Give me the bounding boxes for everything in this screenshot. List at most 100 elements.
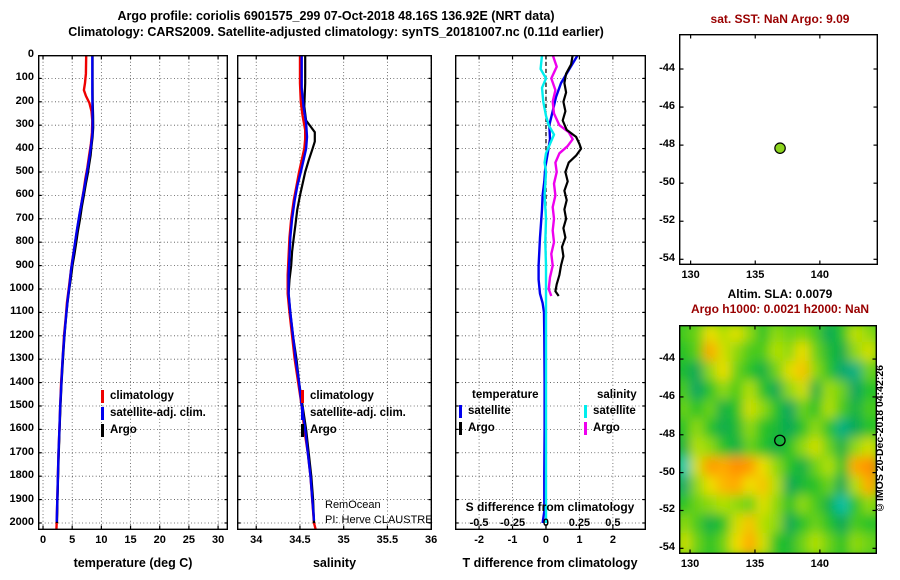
satellite-adj-clim-line-swatch xyxy=(101,406,104,420)
argo-location-marker xyxy=(774,142,786,154)
location-map-lon-tick-label: 130 xyxy=(681,269,700,281)
s-difference-legend: salinity satellite Argo xyxy=(584,389,637,435)
s-difference-axis-label: S difference from climatology xyxy=(465,500,635,514)
argo-line-swatch xyxy=(301,423,304,437)
legend-entry-climatology: climatology xyxy=(101,389,206,403)
sla-map-lat-tick-label: -50 xyxy=(659,465,675,478)
location-map-lat-tick-label: -50 xyxy=(659,176,675,189)
s-satellite-line-swatch xyxy=(584,404,587,418)
temperature_profile-series-satellite-adj-clim- xyxy=(55,55,94,522)
depth-tick-label: 1200 xyxy=(9,328,34,341)
legend-label: satellite-adj. clim. xyxy=(310,407,406,419)
depth-tick-label: 0 xyxy=(27,48,34,60)
sla-map-lon-tick-label: 130 xyxy=(680,558,700,570)
difference_profile-series-S-Argo xyxy=(547,55,574,297)
depth-tick-label: 1300 xyxy=(9,352,34,365)
depth-tick-label: 1400 xyxy=(9,375,34,388)
legend-entry-argo: Argo xyxy=(459,421,538,435)
legend-label: satellite xyxy=(468,405,511,417)
depth-tick-label: 900 xyxy=(15,258,34,271)
location-map-lon-tick-label: 140 xyxy=(810,269,830,281)
temperature_profile-xtick-label: 5 xyxy=(69,534,76,546)
temperature-legend: climatology satellite-adj. clim. Argo xyxy=(101,389,206,437)
location-map-lat-tick-label: -48 xyxy=(659,138,675,151)
difference_profile-xtick-label: -1 xyxy=(507,534,518,546)
depth-tick-label: 100 xyxy=(15,71,34,84)
legend-heading-salinity: salinity xyxy=(597,389,637,401)
t-difference-legend: temperature satellite Argo xyxy=(459,389,538,435)
sla-map-lat-tick-label: -44 xyxy=(659,352,675,365)
legend-entry-satellite: satellite xyxy=(459,404,538,418)
salinity_profile-plot xyxy=(237,55,432,530)
figure-title: Argo profile: coriolis 6901575_299 07-Oc… xyxy=(117,9,555,23)
legend-label: Argo xyxy=(310,424,337,436)
salinity_profile-xtick-label: 35.5 xyxy=(376,534,399,546)
s-argo-line-swatch xyxy=(584,421,587,435)
depth-tick-label: 500 xyxy=(15,164,34,177)
s-difference-tick-label: 0 xyxy=(542,517,550,529)
climatology-line-swatch xyxy=(301,389,304,403)
salinity_profile-xtick-label: 35 xyxy=(337,534,350,546)
legend-label: Argo xyxy=(593,422,620,434)
temperature_profile-xtick-label: 20 xyxy=(153,534,166,546)
legend-heading-temperature: temperature xyxy=(472,389,539,401)
s-difference-tick-label: 0.25 xyxy=(568,517,591,529)
location-map-lat-tick-label: -46 xyxy=(659,100,675,113)
legend-label: satellite xyxy=(593,405,636,417)
temperature_profile-xtick-label: 0 xyxy=(39,534,47,546)
depth-tick-label: 1500 xyxy=(9,398,34,411)
depth-tick-label: 1600 xyxy=(9,422,34,435)
legend-entry-argo: Argo xyxy=(301,423,406,437)
depth-tick-label: 200 xyxy=(15,94,34,107)
sst-map-title: sat. SST: NaN Argo: 9.09 xyxy=(710,12,850,26)
temperature_profile-xtick-label: 25 xyxy=(182,534,196,546)
sla-heatmap-plot xyxy=(679,325,877,554)
legend-label: Argo xyxy=(110,424,137,436)
depth-tick-label: 1800 xyxy=(9,469,34,482)
sla-map-title: Altim. SLA: 0.0079 xyxy=(727,287,833,301)
legend-label: climatology xyxy=(310,390,374,402)
location-map-lat-tick-label: -44 xyxy=(659,62,675,74)
argo-location-marker xyxy=(774,434,786,447)
temperature-axis-label: temperature (deg C) xyxy=(73,556,193,570)
s-difference-tick-label: 0.5 xyxy=(605,517,621,529)
location-map-lon-tick-label: 135 xyxy=(746,269,765,281)
satellite-adj-clim-line-swatch xyxy=(301,406,304,420)
t-difference-axis-label: T difference from climatology xyxy=(462,556,638,570)
depth-tick-label: 400 xyxy=(15,141,34,154)
legend-entry-argo: Argo xyxy=(584,421,637,435)
sla-map-lat-tick-label: -48 xyxy=(659,427,675,440)
legend-entry-satellite-adj-clim: satellite-adj. clim. xyxy=(101,406,206,420)
legend-entry-climatology: climatology xyxy=(301,389,406,403)
sla-map-subtitle: Argo h1000: 0.0021 h2000: NaN xyxy=(690,302,870,316)
salinity-axis-label: salinity xyxy=(312,556,357,570)
legend-label: Argo xyxy=(468,422,495,434)
location-map-plot xyxy=(679,34,878,265)
salinity_profile-xtick-label: 36 xyxy=(425,534,438,546)
depth-tick-label: 2000 xyxy=(9,515,34,528)
difference_profile-series-S-satellite xyxy=(539,55,556,523)
temperature_profile-series-climatology xyxy=(55,55,94,530)
temperature_profile-xtick-label: 10 xyxy=(95,534,108,546)
difference_profile-series-T-Argo xyxy=(554,55,583,297)
temperature_profile-xtick-label: 30 xyxy=(211,534,225,546)
sla-map-lon-tick-label: 140 xyxy=(810,558,830,570)
remocean-annotation: RemOcean xyxy=(325,499,381,511)
t-satellite-line-swatch xyxy=(459,404,462,418)
s-difference-tick-label: -0.25 xyxy=(499,517,526,529)
difference_profile-xtick-label: 2 xyxy=(609,534,616,546)
argo-line-swatch xyxy=(101,423,104,437)
sla-map-lat-tick-label: -54 xyxy=(659,541,675,554)
depth-tick-label: 1900 xyxy=(9,492,34,505)
pi-annotation: PI: Herve CLAUSTRE xyxy=(325,514,433,526)
legend-entry-argo: Argo xyxy=(101,423,206,437)
sla-map-lat-tick-label: -52 xyxy=(659,503,675,516)
depth-tick-label: 600 xyxy=(15,188,34,201)
depth-tick-label: 700 xyxy=(15,211,34,224)
figure-subtitle: Climatology: CARS2009. Satellite-adjuste… xyxy=(68,25,604,39)
climatology-line-swatch xyxy=(101,389,104,403)
sla-map-lon-tick-label: 135 xyxy=(745,558,765,570)
depth-tick-label: 800 xyxy=(15,235,34,248)
imos-watermark: ©IMOS 20-Dec-2018 04:42:26 xyxy=(874,365,886,514)
